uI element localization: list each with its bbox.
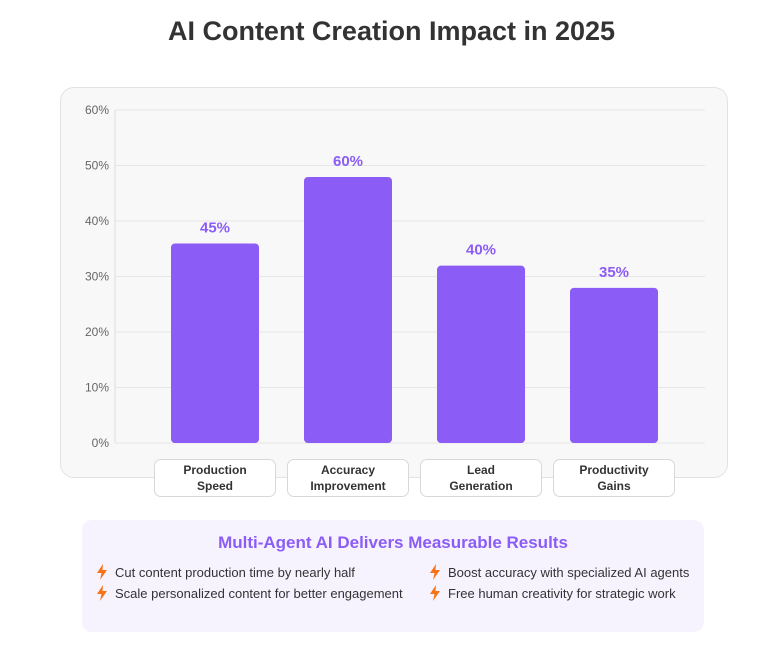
bar-value-label: 60% [333, 153, 363, 170]
lightning-icon [430, 564, 440, 580]
category-label: Production Speed [154, 459, 276, 497]
category-label-text: Lead Generation [449, 463, 513, 493]
category-label-text: Production Speed [183, 463, 247, 493]
category-label-text: Productivity Gains [579, 463, 649, 493]
summary-title: Multi-Agent AI Delivers Measurable Resul… [218, 533, 568, 552]
summary-point-text: Cut content production time by nearly ha… [115, 564, 355, 580]
y-tick-label: 50% [85, 159, 109, 173]
lightning-icon [97, 585, 107, 601]
summary-point: Free human creativity for strategic work [429, 585, 676, 601]
y-tick-label: 0% [92, 436, 110, 450]
y-tick-label: 30% [85, 270, 109, 284]
y-tick-label: 40% [85, 214, 109, 228]
summary-point: Boost accuracy with specialized AI agent… [429, 564, 689, 580]
y-tick-label: 60% [85, 103, 109, 117]
summary-point-text: Scale personalized content for better en… [115, 585, 403, 601]
lightning-icon [430, 585, 440, 601]
bar-value-label: 40% [466, 242, 496, 259]
y-tick-label: 20% [85, 325, 109, 339]
lightning-icon [97, 564, 107, 580]
category-label-text: Accuracy Improvement [310, 463, 386, 493]
summary-point-text: Free human creativity for strategic work [448, 585, 676, 601]
summary-panel: Multi-Agent AI Delivers Measurable Resul… [82, 520, 704, 632]
category-label: Lead Generation [420, 459, 542, 497]
category-label: Productivity Gains [553, 459, 675, 497]
bar-value-label: 45% [200, 220, 230, 237]
bar [437, 265, 525, 443]
summary-point: Cut content production time by nearly ha… [96, 564, 355, 580]
chart-title: AI Content Creation Impact in 2025 [167, 16, 616, 46]
y-tick-label: 10% [85, 381, 109, 395]
bar-chart: 0% 10% 20% 30% 40% 50% 60% 45% 60% 40% 35% [85, 103, 705, 450]
summary-point-text: Boost accuracy with specialized AI agent… [448, 564, 690, 580]
summary-point: Scale personalized content for better en… [96, 585, 403, 601]
category-label: Accuracy Improvement [287, 459, 409, 497]
bar [570, 287, 658, 443]
bar-value-label: 35% [599, 264, 629, 281]
bar [171, 243, 259, 443]
bar [304, 177, 392, 443]
